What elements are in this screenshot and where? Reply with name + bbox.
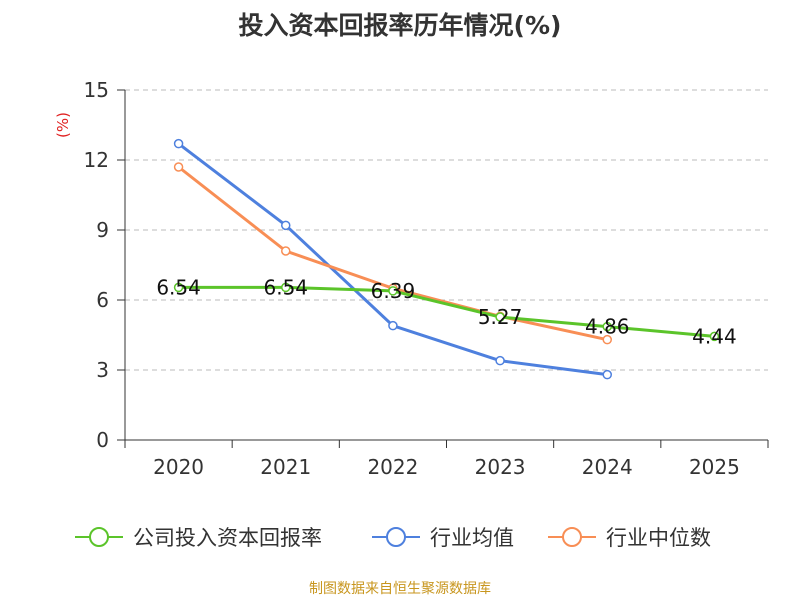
data-label: 5.27 xyxy=(478,305,523,329)
x-tick-label: 2022 xyxy=(367,455,418,479)
series-line xyxy=(178,285,715,338)
data-point xyxy=(173,282,184,293)
chart-title: 投入资本回报率历年情况(%) xyxy=(238,11,562,40)
legend-label: 行业均值 xyxy=(430,526,514,550)
legend-marker xyxy=(386,527,406,547)
legend-marker xyxy=(562,527,582,547)
legend-label: 公司投入资本回报率 xyxy=(133,526,322,550)
x-tick-label: 2024 xyxy=(582,455,633,479)
y-tick-label: 9 xyxy=(96,218,109,242)
y-tick-label: 12 xyxy=(84,148,109,172)
y-tick-label: 6 xyxy=(96,288,109,312)
x-tick-label: 2021 xyxy=(260,455,311,479)
data-label: 6.54 xyxy=(263,275,308,299)
data-point xyxy=(173,138,184,149)
data-label: 4.44 xyxy=(692,324,737,348)
y-axis-label: (%) xyxy=(54,112,72,138)
legend-label: 行业中位数 xyxy=(606,526,711,550)
data-point xyxy=(281,282,291,293)
y-tick-label: 15 xyxy=(84,78,109,102)
x-tick-label: 2023 xyxy=(475,455,526,479)
series-line xyxy=(177,142,608,377)
data-point xyxy=(602,369,612,380)
x-tick-label: 2025 xyxy=(689,455,740,479)
data-point xyxy=(281,246,291,256)
x-tick-label: 2020 xyxy=(153,455,204,479)
data-label: 6.54 xyxy=(156,275,201,299)
data-point xyxy=(281,220,291,231)
legend-marker xyxy=(89,527,109,547)
data-point xyxy=(709,331,720,342)
data-point xyxy=(495,355,505,366)
data-point xyxy=(388,320,398,331)
data-point xyxy=(602,334,612,345)
source-note: 制图数据来自恒生聚源数据库 xyxy=(309,581,491,597)
data-point xyxy=(173,162,184,172)
data-label: 4.86 xyxy=(585,315,630,339)
data-point xyxy=(495,312,505,322)
y-tick-label: 0 xyxy=(96,428,109,452)
data-point xyxy=(602,321,612,332)
data-point xyxy=(388,286,398,296)
y-tick-label: 3 xyxy=(96,358,109,382)
data-label: 6.39 xyxy=(371,279,416,303)
